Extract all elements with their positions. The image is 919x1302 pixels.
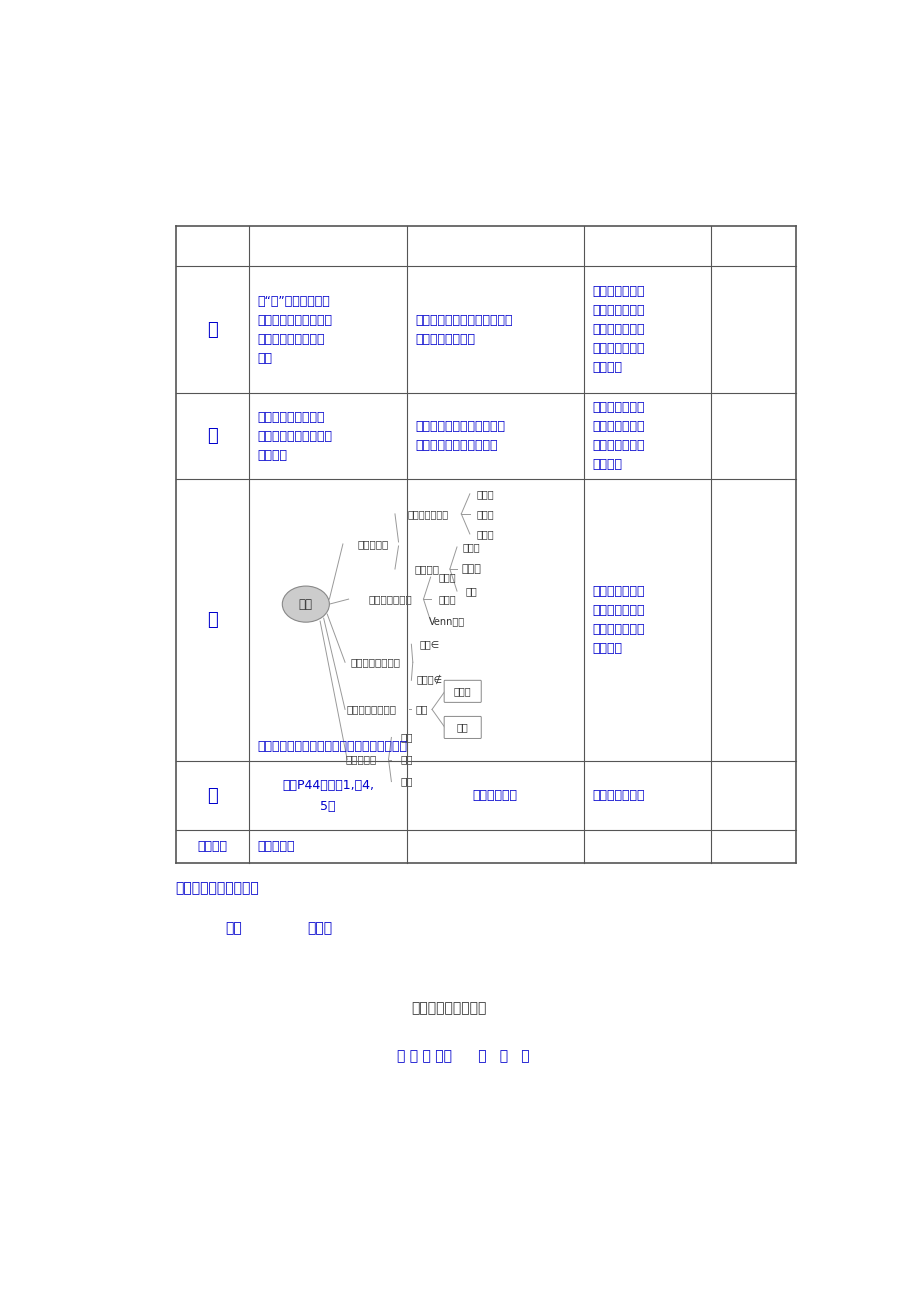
- Text: 集合元素的特性: 集合元素的特性: [407, 509, 448, 519]
- Text: 就“思”中提出的问题
逐一回答，并研究相应
知识所对应的各种题
型。: 就“思”中提出的问题 逐一回答，并研究相应 知识所对应的各种题 型。: [257, 294, 332, 365]
- Text: 描述法: 描述法: [437, 594, 455, 604]
- Text: 集合与集合的关系: 集合与集合的关系: [346, 704, 396, 715]
- Text: 展: 展: [207, 427, 217, 445]
- Text: 相等: 相等: [457, 723, 468, 733]
- Text: 集合: 集合: [299, 598, 312, 611]
- Ellipse shape: [282, 586, 329, 622]
- Text: 检查结果及修改意见：: 检查结果及修改意见：: [176, 881, 259, 894]
- Text: 互异性: 互异性: [476, 509, 494, 519]
- Text: 教学反思: 教学反思: [197, 840, 227, 853]
- Text: 听同学或老师讲解。学生梳理知识，记笔记。: 听同学或老师讲解。学生梳理知识，记笔记。: [257, 740, 407, 753]
- Text: 小组合作学习，
充分发挥小组同
学的力量，让每
一个都成为学习
的主人。: 小组合作学习， 充分发挥小组同 学的力量，让每 一个都成为学习 的主人。: [592, 285, 644, 374]
- Text: 空集: 空集: [465, 586, 477, 596]
- Text: 真包含: 真包含: [453, 686, 471, 697]
- Text: 检 查 日 期：      年   月   日: 检 查 日 期： 年 月 日: [396, 1049, 528, 1064]
- Text: 速度质量的考查: 速度质量的考查: [592, 789, 644, 802]
- Text: 教研组长（签字）：: 教研组长（签字）：: [411, 1001, 486, 1016]
- Text: 评: 评: [207, 611, 217, 629]
- Text: 集合的概念: 集合的概念: [357, 539, 389, 549]
- Text: 无限集: 无限集: [460, 564, 481, 574]
- Text: 集合的表示方法: 集合的表示方法: [368, 594, 412, 604]
- Text: 不合格: 不合格: [307, 922, 333, 935]
- Text: 集合的运算: 集合的运算: [346, 755, 377, 764]
- Text: 收集每个小组中所存
在的问题。对重难点知
识的梳理: 收集每个小组中所存 在的问题。对重难点知 识的梳理: [257, 410, 332, 462]
- Text: Venn图法: Venn图法: [428, 616, 465, 626]
- Text: 议: 议: [207, 320, 217, 339]
- Text: 并集: 并集: [400, 755, 413, 764]
- Text: 属于∈: 属于∈: [419, 639, 439, 650]
- Text: 不属于∉: 不属于∉: [415, 676, 442, 685]
- Text: 元素与集合的关系: 元素与集合的关系: [350, 658, 401, 667]
- Text: 学生写在书上: 学生写在书上: [472, 789, 517, 802]
- Text: 漏缺知识点在讨论中明朗化。
典型题目的研究。: 漏缺知识点在讨论中明朗化。 典型题目的研究。: [415, 314, 513, 345]
- Text: 补集: 补集: [400, 776, 413, 786]
- Text: 确定性: 确定性: [476, 488, 494, 499]
- Text: 检: 检: [207, 786, 217, 805]
- Text: 课本P44习题（1,，4,
5）: 课本P44习题（1,，4, 5）: [281, 779, 373, 812]
- Text: 交集: 交集: [400, 733, 413, 742]
- Text: 无序性: 无序性: [476, 529, 494, 539]
- Text: 由小组长带头总结，其他组
员以及其他组进行补充。: 由小组长带头总结，其他组 员以及其他组进行补充。: [415, 421, 505, 452]
- FancyBboxPatch shape: [444, 681, 481, 702]
- FancyBboxPatch shape: [444, 716, 481, 738]
- Text: 合格: 合格: [225, 922, 242, 935]
- Text: 知识形成体系，
对于该节内容有
了一个比较清晰
的认识。: 知识形成体系， 对于该节内容有 了一个比较清晰 的认识。: [592, 585, 644, 655]
- Text: 教学后完成: 教学后完成: [257, 840, 294, 853]
- Text: 包含: 包含: [414, 704, 427, 715]
- Text: 集合分类: 集合分类: [414, 564, 439, 574]
- Text: 列举法: 列举法: [437, 572, 455, 582]
- Text: 通过展示，了解
学生对于知识的
掌握情况以及疑
惑之处。: 通过展示，了解 学生对于知识的 掌握情况以及疑 惑之处。: [592, 401, 644, 471]
- Text: 有限集: 有限集: [462, 542, 480, 552]
